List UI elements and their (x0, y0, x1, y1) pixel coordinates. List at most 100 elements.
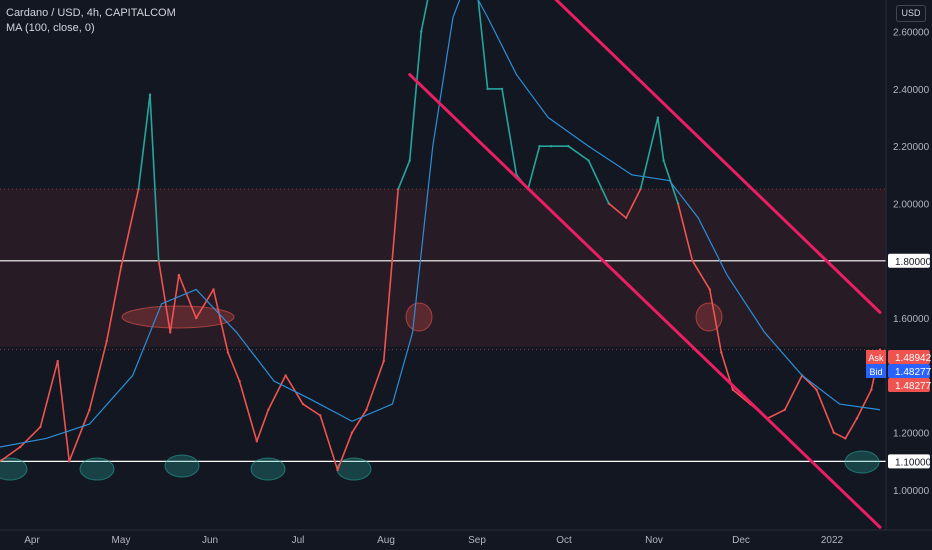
price-segment (19, 426, 41, 448)
price-segment (784, 375, 803, 411)
channel-line-1 (408, 73, 882, 529)
price-segment (527, 145, 541, 190)
level-low-tag-bg (888, 454, 930, 469)
resistance-marker-0 (121, 305, 235, 329)
last-price-tag-bg (888, 378, 930, 392)
price-segment (397, 160, 411, 190)
price-segment (365, 360, 385, 411)
level-high-tag-value: 1.80000 (895, 257, 932, 268)
price-segment (227, 352, 241, 382)
ask-tag: Ask 1.48942 (866, 350, 932, 364)
price-segment (157, 260, 172, 333)
support-marker-4 (336, 457, 372, 481)
price-segment (608, 202, 627, 219)
price-segment (105, 266, 122, 342)
x-tick-label: Oct (556, 535, 572, 546)
price-segment (856, 389, 873, 419)
price-segment (212, 289, 229, 353)
x-tick-label: Apr (24, 535, 40, 546)
resistance-marker-2 (695, 302, 723, 332)
price-segment (767, 409, 786, 420)
last-price-tag: 1.48277 (888, 378, 932, 392)
bid-tag-value: 1.48277 (895, 367, 932, 378)
ask-tag-bg (888, 350, 930, 364)
ask-tag-label-bg (866, 350, 886, 364)
x-tick-label: Jun (202, 535, 218, 546)
x-tick-label: Dec (732, 535, 750, 546)
level-high-tag-bg (888, 253, 930, 268)
price-segment (267, 375, 287, 411)
zone-rect (0, 189, 886, 347)
moving-average (0, 0, 881, 448)
x-tick-label: Aug (377, 535, 395, 546)
currency-button[interactable]: USD (896, 5, 926, 22)
price-segment (691, 260, 711, 290)
bid-tag-label-bg (866, 364, 886, 378)
descending-channel (408, 0, 882, 529)
price-segment (284, 374, 304, 405)
indicator-label[interactable]: MA (100, close, 0) (6, 22, 95, 34)
price-segment (336, 432, 353, 471)
price-segment (815, 389, 835, 433)
price-segment (708, 289, 723, 353)
bid-tag-bg (888, 364, 930, 378)
support-marker-0 (0, 457, 28, 481)
ma-line (0, 0, 881, 448)
level-low-tag-value: 1.10000 (895, 457, 932, 468)
x-tick-label: 2022 (821, 535, 844, 546)
last-price-tag-value: 1.48277 (895, 381, 932, 392)
bid-tag: Bid 1.48277 (866, 364, 932, 378)
x-tick-label: Jul (292, 535, 305, 546)
price-segment (732, 389, 751, 405)
price-segment (88, 340, 108, 410)
price-tags: 1.80000 1.10000 Ask 1.48942 Bid 1.48277 1.4827… (866, 253, 932, 469)
level-low-tag: 1.10000 (888, 454, 932, 469)
channel-line-0 (554, 0, 882, 314)
price-segment (238, 380, 258, 442)
price-segment (625, 188, 642, 219)
x-tick-label: Nov (645, 535, 663, 546)
ask-tag-label: Ask (868, 353, 884, 363)
price-segment (178, 274, 197, 319)
y-tick-label: 1.60000 (893, 314, 930, 325)
shaded-zone (0, 189, 886, 347)
price-segment (68, 409, 91, 462)
price-segment (382, 189, 399, 362)
price-segment (420, 0, 429, 32)
ask-tag-value: 1.48942 (895, 353, 932, 364)
x-tick-label: May (112, 535, 131, 546)
price-segment (639, 117, 659, 190)
price-segment (477, 0, 489, 89)
price-segment (195, 289, 215, 319)
support-marker-2 (164, 454, 200, 478)
support-marker-1 (79, 457, 115, 481)
price-segment (56, 360, 71, 462)
price-segment (319, 415, 339, 471)
price-series (0, 0, 882, 472)
x-tick-label: Sep (468, 535, 486, 546)
price-segment (302, 403, 321, 417)
price-segment (256, 409, 270, 442)
y-tick-label: 2.60000 (893, 28, 930, 39)
y-tick-label: 2.20000 (893, 142, 930, 153)
y-tick-label: 2.00000 (893, 200, 930, 211)
time-axis: Apr May Jun Jul Aug Sep Oct Nov Dec 2022 (0, 529, 932, 546)
price-segment (844, 417, 858, 439)
price-segment (351, 409, 368, 434)
price-segment (657, 117, 665, 161)
price-segment (587, 160, 610, 204)
price-segment (677, 203, 694, 261)
level-high-tag: 1.80000 (888, 253, 932, 268)
resistance-marker-1 (405, 302, 433, 332)
price-segment (149, 94, 160, 261)
y-tick-label: 1.20000 (893, 429, 930, 440)
y-tick-label: 1.00000 (893, 486, 930, 497)
chart-title: Cardano / USD, 4h, CAPITALCOM (6, 7, 176, 19)
price-segment (120, 189, 140, 267)
support-marker-5 (844, 450, 880, 474)
price-segment (833, 431, 846, 440)
price-segment (501, 88, 518, 175)
price-segment (39, 360, 59, 428)
